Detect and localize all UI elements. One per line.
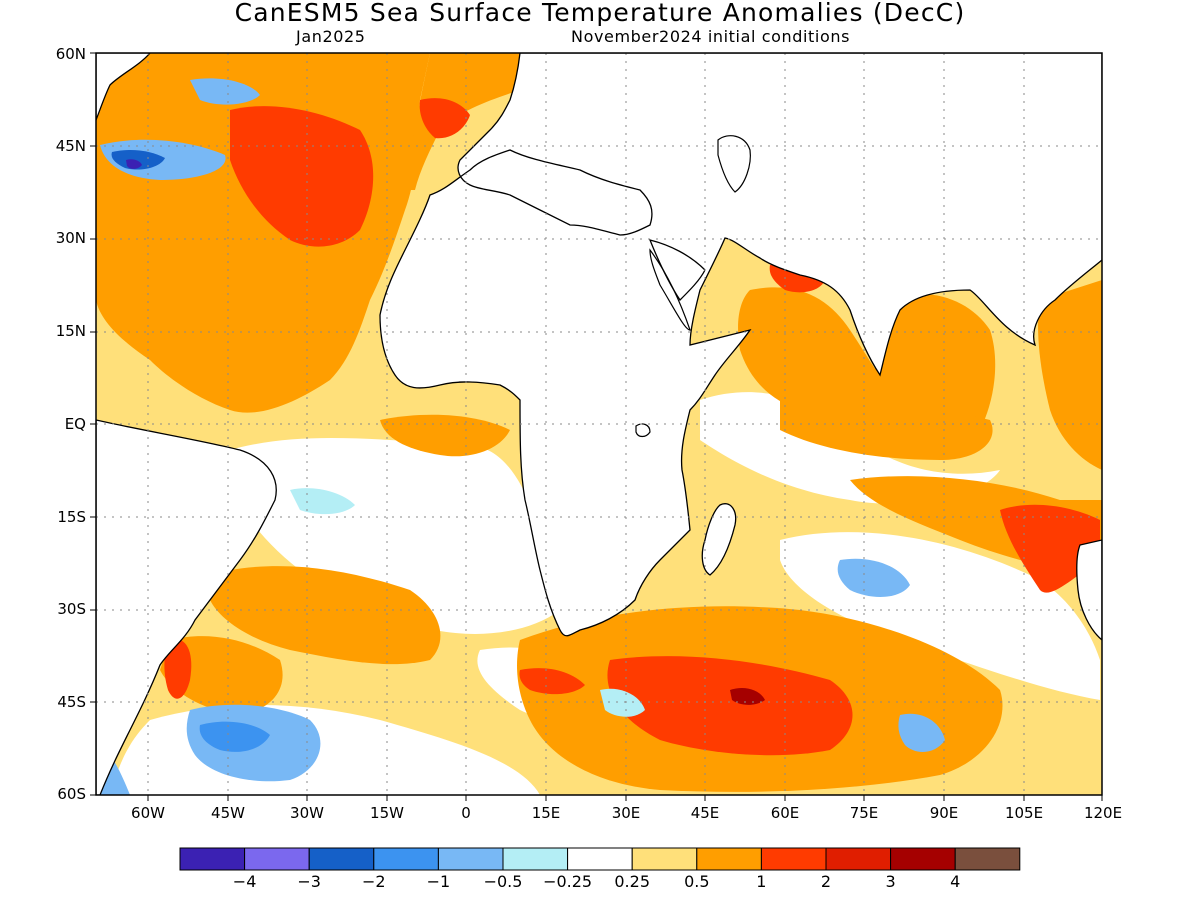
colorbar-label-2: −2 <box>362 872 386 891</box>
field-hot-persian-gulf <box>769 264 825 293</box>
lon-label-60w: 60W <box>131 804 165 822</box>
colorbar-label-5: −0.25 <box>543 872 593 891</box>
colorbar-swatch-6 <box>567 847 633 871</box>
colorbar-swatch-4 <box>437 847 504 871</box>
colorbar-swatch-1 <box>244 847 310 871</box>
land-australia <box>1076 539 1102 641</box>
colorbar-swatch-0 <box>179 847 246 871</box>
land-south-america <box>96 419 277 795</box>
field-cold-southwest <box>199 721 270 752</box>
field-warm-southwest <box>160 636 283 715</box>
colorbar-swatch-11 <box>890 847 956 871</box>
colorbar-swatch-12 <box>954 847 1021 871</box>
field-cool-south-atlantic-east <box>290 488 355 515</box>
field-cool-south-indian <box>837 558 910 597</box>
lon-label-15e: 15E <box>531 804 561 822</box>
field-warm-arabian-sea <box>738 287 900 417</box>
initial-conditions-label: November2024 initial conditions <box>571 27 851 46</box>
colorbar-label-9: 2 <box>820 872 832 891</box>
field-cool-south-central <box>600 688 645 717</box>
colorbar-swatch-9 <box>760 847 827 871</box>
lon-label-90e: 90E <box>929 804 959 822</box>
lon-label-120e: 120E <box>1083 804 1123 822</box>
colorbar-label-0: −4 <box>232 872 257 891</box>
field-warm-south-china-sea <box>1038 280 1102 470</box>
field-coldest-northwest-atlantic <box>126 159 142 169</box>
lat-label-15n: 15N <box>55 322 86 340</box>
colorbar-swatch-2 <box>308 847 375 871</box>
map-title: CanESM5 Sea Surface Temperature Anomalie… <box>234 0 966 27</box>
lon-label-60e: 60E <box>770 804 800 822</box>
lat-label-15s: 15S <box>57 508 86 526</box>
colorbar <box>179 847 1021 871</box>
field-warm-south-atlantic <box>210 566 441 665</box>
land-madagascar <box>701 503 737 576</box>
colorbar-label-7: 0.5 <box>684 872 710 891</box>
field-hot-north-atlantic <box>230 106 374 247</box>
lon-label-45e: 45E <box>690 804 720 822</box>
lat-label-30s: 30S <box>57 600 86 618</box>
field-warm-gulf-guinea <box>380 414 510 457</box>
field-cold-northwest-atlantic <box>111 150 165 170</box>
colorbar-swatch-8 <box>696 847 762 871</box>
axis-ticks <box>90 52 1103 801</box>
colorbar-label-4: −0.5 <box>483 872 523 891</box>
colorbar-swatch-5 <box>502 847 569 871</box>
lon-label-30w: 30W <box>290 804 324 822</box>
lat-label-eq: EQ <box>64 415 86 433</box>
field-warm-northeast-atlantic <box>405 53 520 190</box>
field-cool-south-indian-2 <box>898 713 945 752</box>
colorbar-swatch-10 <box>825 847 892 871</box>
lat-label-45s: 45S <box>57 693 86 711</box>
colorbar-label-8: 1 <box>756 872 767 891</box>
lat-label-60s: 60S <box>57 785 86 803</box>
colorbar-label-11: 4 <box>950 872 961 891</box>
field-warm-equatorial-indian <box>780 398 993 460</box>
land-europe-africa <box>379 53 1102 637</box>
landmasses <box>96 53 1102 795</box>
forecast-month: Jan2025 <box>296 27 366 46</box>
lon-label-75e: 75E <box>849 804 879 822</box>
field-warm-bay-of-bengal <box>874 294 996 434</box>
lon-label-30e: 30E <box>611 804 641 822</box>
lat-label-30n: 30N <box>55 229 86 247</box>
field-hot-south-atlantic-west <box>164 639 192 699</box>
field-hot-southern-ocean <box>607 656 853 756</box>
field-cool-labrador <box>190 78 260 105</box>
field-hot-south-atlantic-east <box>519 668 585 695</box>
colorbar-label-6: 0.25 <box>614 872 650 891</box>
lat-label-45n: 45N <box>55 137 86 155</box>
red-sea <box>649 248 691 331</box>
colorbar-label-3: −1 <box>426 872 451 891</box>
colorbar-swatch-3 <box>373 847 439 871</box>
lon-label-105e: 105E <box>1004 804 1044 822</box>
field-extreme-southern-ocean <box>730 688 765 705</box>
caspian-sea <box>717 135 751 193</box>
field-hot-europe-coast <box>419 98 470 139</box>
land-north-america <box>96 53 151 121</box>
colorbar-label-10: 3 <box>885 872 896 891</box>
field-hot-mozambique <box>1000 504 1100 593</box>
colorbar-label-1: −3 <box>297 872 321 891</box>
colorbar-swatch-7 <box>631 847 698 871</box>
lon-label-45w: 45W <box>211 804 245 822</box>
field-neutral-south-atlantic <box>230 438 560 634</box>
lon-label-15w: 15W <box>370 804 404 822</box>
lon-label-0: 0 <box>461 804 471 822</box>
lat-label-60n: 60N <box>55 45 86 63</box>
